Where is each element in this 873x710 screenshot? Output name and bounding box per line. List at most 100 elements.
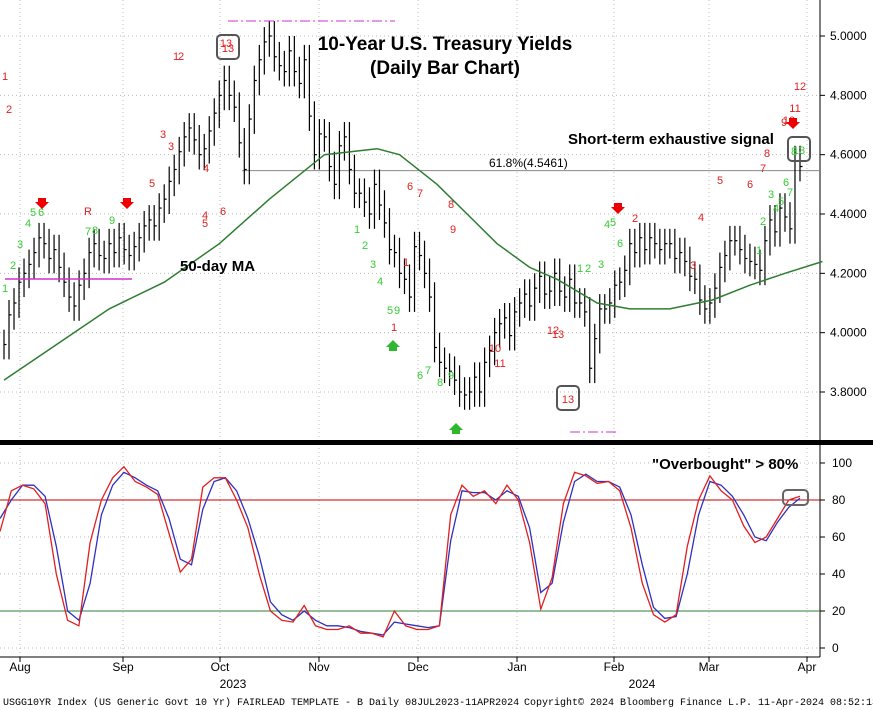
td13-box-label: 13 — [793, 145, 805, 157]
td-count-red: 1 — [173, 51, 179, 63]
td-count-red: 10 — [489, 343, 501, 355]
ma-50-line — [3, 147, 823, 381]
td-count-red: 6 — [747, 179, 753, 191]
td-count-red: 8 — [448, 199, 454, 211]
osc-tick-label: 0 — [832, 641, 839, 655]
td-count-green: 1 — [354, 224, 360, 236]
price-tick-label: 4.2000 — [830, 266, 867, 280]
overbought-box — [782, 489, 809, 506]
month-label: Sep — [112, 660, 134, 674]
td-count-green: 7 — [425, 365, 431, 377]
overbought-label: "Overbought" > 80% — [652, 456, 798, 473]
osc-tick-label: 60 — [832, 530, 846, 544]
price-tick-label: 4.4000 — [830, 207, 867, 221]
stochastic-oscillator — [0, 465, 820, 638]
price-tick-label: 4.8000 — [830, 88, 867, 102]
td-count-green: 6 — [417, 370, 423, 382]
td-count-green: 9 — [109, 215, 115, 227]
year-label-2023: 2023 — [220, 677, 247, 691]
td-count-green: 3 — [17, 239, 23, 251]
panel-divider — [0, 440, 873, 445]
price-bars — [3, 21, 803, 410]
td-count-red: 11 — [494, 358, 505, 370]
osc-tick-label: 40 — [832, 567, 846, 581]
td-count-red: 5 — [717, 175, 723, 187]
td-count-green: 1 — [2, 283, 8, 295]
td-count-red: 7 — [417, 188, 423, 200]
price-tick-label: 4.6000 — [830, 148, 867, 162]
fib-label: 61.8%(4.5461) — [489, 156, 568, 170]
sell-arrow — [120, 198, 134, 209]
td-count-red: 1 — [403, 257, 409, 269]
td-count-red: 2 — [632, 213, 638, 225]
td-count-red: 3 — [168, 141, 174, 153]
td-count-green: 5 — [610, 217, 616, 229]
td-count-red: 6 — [220, 206, 226, 218]
td-count-green: 1 — [756, 245, 762, 257]
price-tick-label: 4.0000 — [830, 326, 867, 340]
td-count-red: 1 — [2, 71, 8, 83]
td-count-green: 4 — [773, 203, 779, 215]
td-count-red: 5 — [202, 218, 208, 230]
td-count-red: 12 — [547, 325, 559, 337]
ma-label: 50-day MA — [180, 258, 255, 275]
osc-tick-label: 80 — [832, 493, 846, 507]
exhaustive-label: Short-term exhaustive signal — [568, 131, 774, 148]
td-count-green: 2 — [362, 240, 368, 252]
month-label: Feb — [604, 660, 625, 674]
td-count-red: 9 — [781, 117, 787, 129]
td-count-green: 8 — [92, 225, 98, 237]
td-count-red: 3 — [690, 260, 696, 272]
td-count-red: 8 — [764, 148, 770, 160]
chart-subtitle: (Daily Bar Chart) — [370, 58, 520, 79]
td-count-red: 3 — [160, 129, 166, 141]
year-label-2024: 2024 — [629, 677, 656, 691]
td13-box — [787, 136, 811, 162]
td-count-green: 3 — [598, 259, 604, 271]
td-count-green: 8 — [437, 377, 443, 389]
month-label: Jan — [507, 660, 526, 674]
td-count-red: 2 — [178, 51, 184, 63]
td-count-green: 6 — [617, 238, 623, 250]
ma-50-day — [3, 147, 823, 381]
td-count-green: 2 — [585, 263, 591, 275]
td-count-green: 6 — [783, 177, 789, 189]
month-label: Aug — [9, 660, 30, 674]
td-count-red: 2 — [6, 104, 12, 116]
month-label: Oct — [211, 660, 230, 674]
td13-box-label: 13 — [562, 394, 574, 406]
td-count-red: 7 — [760, 163, 766, 175]
price-tick-label: 5.0000 — [830, 29, 867, 43]
td13-box — [216, 34, 240, 60]
buy-arrow — [449, 423, 463, 434]
td-count-red: 9 — [450, 224, 456, 236]
td-count-red: 4 — [203, 163, 209, 175]
td-count-green: 9 — [448, 370, 454, 382]
td-count-red: 12 — [794, 81, 806, 93]
td-sequential-counts: 122334455667891011121312345678910111213R… — [2, 38, 806, 389]
td-count-red: 4 — [698, 212, 704, 224]
buy-arrow — [386, 340, 400, 351]
td-count-green: 4 — [25, 218, 31, 230]
td-count-green: 7 — [787, 187, 793, 199]
month-label: Dec — [407, 660, 428, 674]
td-count-green: 5 — [30, 207, 36, 219]
td-count-green: 9 — [394, 305, 400, 317]
footer-left: USGG10YR Index (US Generic Govt 10 Yr) F… — [3, 697, 519, 709]
stoch-slow-line — [0, 471, 801, 636]
td-count-green: 8 — [791, 146, 797, 158]
sell-arrow — [611, 203, 625, 214]
month-label: Apr — [798, 660, 817, 674]
td-count-red: 11 — [789, 103, 800, 115]
axes: 5.0000 4.8000 4.6000 4.4000 4.2000 4.0000 3.80… — [0, 0, 873, 691]
td-count-green: 6 — [38, 207, 44, 219]
td-count-green: 7 — [85, 226, 91, 238]
stoch-fast-line — [0, 465, 801, 638]
month-label: Nov — [308, 660, 329, 674]
chart-title: 10-Year U.S. Treasury Yields — [318, 34, 573, 55]
td-count-red: 1 — [391, 322, 397, 334]
month-label: Mar — [699, 660, 720, 674]
